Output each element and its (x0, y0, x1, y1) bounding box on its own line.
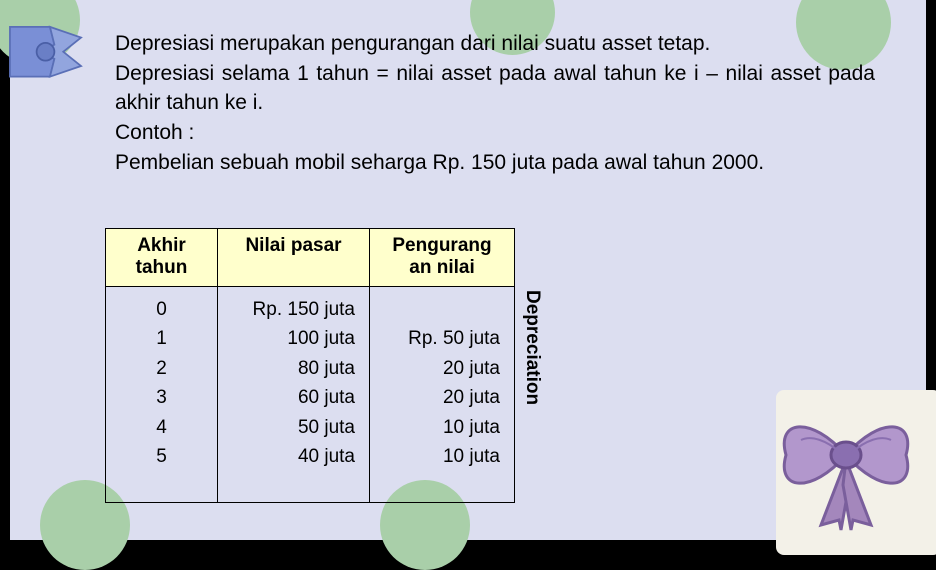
ribbon-icon (0, 18, 93, 98)
header-text: Akhir (137, 235, 186, 256)
bow-icon (771, 385, 921, 535)
depreciation-label: Depreciation (521, 290, 543, 405)
cell-values: Rp. 150 juta 100 juta 80 juta 60 juta 50… (218, 287, 370, 503)
cell-value: 5 (120, 442, 203, 471)
cell-value: 10 juta (384, 413, 500, 442)
cell-reductions: Rp. 50 juta 20 juta 20 juta 10 juta 10 j… (370, 287, 515, 503)
paragraph: Contoh : (115, 119, 875, 147)
cell-value: 2 (120, 354, 203, 383)
depreciation-table-wrap: Akhir tahun Nilai pasar Pengurang an nil… (105, 228, 543, 503)
depreciation-table: Akhir tahun Nilai pasar Pengurang an nil… (105, 228, 515, 503)
header-text: Pengurang (392, 235, 491, 256)
cell-value: Rp. 150 juta (232, 295, 355, 324)
cell-value: 20 juta (384, 354, 500, 383)
paragraph: Depresiasi selama 1 tahun = nilai asset … (115, 60, 875, 117)
paragraph: Depresiasi merupakan pengurangan dari ni… (115, 30, 875, 58)
cell-value: 3 (120, 383, 203, 412)
paragraph: Pembelian sebuah mobil seharga Rp. 150 j… (115, 149, 875, 177)
cell-value: 50 juta (232, 413, 355, 442)
cell-value: 40 juta (232, 442, 355, 471)
cell-value: 0 (120, 295, 203, 324)
header-year: Akhir tahun (106, 229, 218, 287)
header-text: Nilai pasar (245, 235, 341, 256)
cell-value: 4 (120, 413, 203, 442)
cell-value: Rp. 50 juta (384, 324, 500, 353)
cell-value: 20 juta (384, 383, 500, 412)
slide: Depresiasi merupakan pengurangan dari ni… (10, 0, 926, 540)
content-text: Depresiasi merupakan pengurangan dari ni… (115, 30, 875, 180)
cell-value: 100 juta (232, 324, 355, 353)
header-text: an nilai (409, 257, 474, 278)
header-market-value: Nilai pasar (218, 229, 370, 287)
header-reduction: Pengurang an nilai (370, 229, 515, 287)
cell-value: 1 (120, 324, 203, 353)
cell-value: 80 juta (232, 354, 355, 383)
cell-value: 10 juta (384, 442, 500, 471)
header-text: tahun (136, 257, 188, 278)
cell-value: 60 juta (232, 383, 355, 412)
cell-years: 0 1 2 3 4 5 (106, 287, 218, 503)
